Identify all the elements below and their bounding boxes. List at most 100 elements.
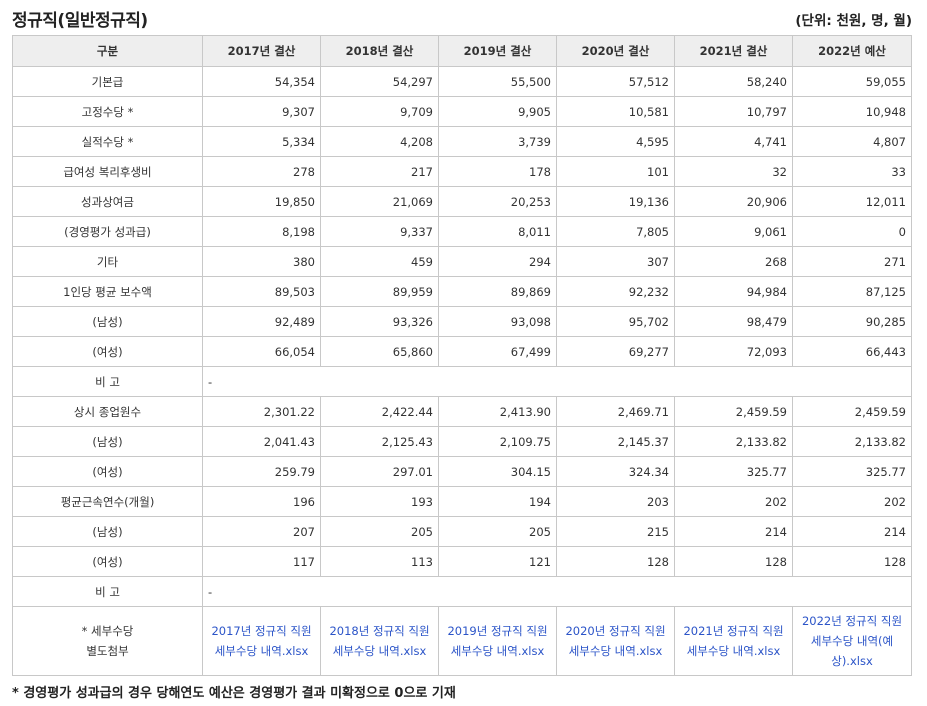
table-row: (경영평가 성과급) 8,198 9,337 8,011 7,805 9,061 0 (12, 216, 912, 247)
row-label: (남성) (12, 516, 203, 547)
table-cell: 92,232 (556, 276, 675, 307)
unit-label: (단위: 천원, 명, 월) (795, 13, 912, 29)
table-cell: 2,133.82 (674, 426, 793, 457)
table-cell: 59,055 (792, 66, 912, 97)
table-cell: 92,489 (202, 306, 321, 337)
table-cell: 101 (556, 156, 675, 187)
attachment-link-2022[interactable]: 2022년 정규직 직원 세부수당 내역(예상).xlsx (801, 614, 903, 668)
table-cell: 259.79 (202, 456, 321, 487)
table-cell: 325.77 (674, 456, 793, 487)
row-label: 상시 종업원수 (12, 396, 203, 427)
table-cell: 294 (438, 246, 557, 277)
remark-label: 비 고 (12, 576, 203, 607)
table-cell: 57,512 (556, 66, 675, 97)
table-cell: 217 (320, 156, 439, 187)
table-row: 실적수당 * 5,334 4,208 3,739 4,595 4,741 4,807 (12, 126, 912, 157)
table-cell: 2,422.44 (320, 396, 439, 427)
table-row: 기타 380 459 294 307 268 271 (12, 246, 912, 277)
attachment-link-2019[interactable]: 2019년 정규직 직원 세부수당 내역.xlsx (447, 624, 548, 658)
table-cell: 12,011 (792, 186, 912, 217)
table-cell: 87,125 (792, 276, 912, 307)
table-cell: 2,459.59 (674, 396, 793, 427)
table-cell: 278 (202, 156, 321, 187)
attachment-cell: 2019년 정규직 직원 세부수당 내역.xlsx (438, 606, 557, 676)
table-row: (남성) 207 205 205 215 214 214 (12, 516, 912, 547)
table-cell: 98,479 (674, 306, 793, 337)
table-cell: 10,581 (556, 96, 675, 127)
table-cell: 271 (792, 246, 912, 277)
attachment-cell: 2018년 정규직 직원 세부수당 내역.xlsx (320, 606, 439, 676)
table-cell: 2,145.37 (556, 426, 675, 457)
attachment-row: * 세부수당 별도첨부 2017년 정규직 직원 세부수당 내역.xlsx 2018년… (12, 606, 912, 676)
table-cell: 7,805 (556, 216, 675, 247)
header-2019: 2019년 결산 (438, 35, 557, 67)
table-cell: 207 (202, 516, 321, 547)
header-2018: 2018년 결산 (320, 35, 439, 67)
page-title: 정규직(일반정규직) (12, 11, 148, 31)
table-cell: 54,297 (320, 66, 439, 97)
table-cell: 2,133.82 (792, 426, 912, 457)
table-row: (여성) 117 113 121 128 128 128 (12, 546, 912, 577)
header-row: 구분 2017년 결산 2018년 결산 2019년 결산 2020년 결산 2… (12, 35, 912, 67)
attachment-cell: 2022년 정규직 직원 세부수당 내역(예상).xlsx (792, 606, 912, 676)
attachment-link-2017[interactable]: 2017년 정규직 직원 세부수당 내역.xlsx (211, 624, 312, 658)
table-cell: 8,198 (202, 216, 321, 247)
table-cell: 2,109.75 (438, 426, 557, 457)
table-cell: 205 (320, 516, 439, 547)
table-cell: 8,011 (438, 216, 557, 247)
table-cell: 4,807 (792, 126, 912, 157)
table-cell: 69,277 (556, 336, 675, 367)
row-label: 기타 (12, 246, 203, 277)
row-label: 1인당 평균 보수액 (12, 276, 203, 307)
attachment-label: * 세부수당 별도첨부 (12, 606, 203, 676)
table-cell: 9,337 (320, 216, 439, 247)
table-cell: 90,285 (792, 306, 912, 337)
table-cell: 2,125.43 (320, 426, 439, 457)
header-2021: 2021년 결산 (674, 35, 793, 67)
attachment-link-2018[interactable]: 2018년 정규직 직원 세부수당 내역.xlsx (329, 624, 430, 658)
table-cell: 297.01 (320, 456, 439, 487)
table-cell: 9,905 (438, 96, 557, 127)
table-cell: 196 (202, 486, 321, 517)
attachment-link-2020[interactable]: 2020년 정규직 직원 세부수당 내역.xlsx (565, 624, 666, 658)
table-cell: 128 (556, 546, 675, 577)
table-cell: 9,061 (674, 216, 793, 247)
row-label: (여성) (12, 546, 203, 577)
table-cell: 67,499 (438, 336, 557, 367)
row-label: 고정수당 * (12, 96, 203, 127)
table-cell: 58,240 (674, 66, 793, 97)
row-label: 기본급 (12, 66, 203, 97)
table-cell: 10,948 (792, 96, 912, 127)
table-cell: 55,500 (438, 66, 557, 97)
table-row: 평균근속연수(개월) 196 193 194 203 202 202 (12, 486, 912, 517)
table-cell: 128 (792, 546, 912, 577)
table-cell: 32 (674, 156, 793, 187)
table-cell: 33 (792, 156, 912, 187)
table-cell: 325.77 (792, 456, 912, 487)
attachment-link-2021[interactable]: 2021년 정규직 직원 세부수당 내역.xlsx (683, 624, 784, 658)
remark-value: - (202, 366, 912, 397)
remark-label: 비 고 (12, 366, 203, 397)
table-row: 급여성 복리후생비 278 217 178 101 32 33 (12, 156, 912, 187)
table-cell: 324.34 (556, 456, 675, 487)
table-row: (여성) 66,054 65,860 67,499 69,277 72,093 66,443 (12, 336, 912, 367)
table-cell: 9,709 (320, 96, 439, 127)
row-label: 실적수당 * (12, 126, 203, 157)
table-cell: 4,741 (674, 126, 793, 157)
row-label: (경영평가 성과급) (12, 216, 203, 247)
table-cell: 89,869 (438, 276, 557, 307)
table-cell: 95,702 (556, 306, 675, 337)
table-cell: 380 (202, 246, 321, 277)
table-cell: 121 (438, 546, 557, 577)
table-cell: 10,797 (674, 96, 793, 127)
table-cell: 203 (556, 486, 675, 517)
table-cell: 93,326 (320, 306, 439, 337)
table-cell: 268 (674, 246, 793, 277)
row-label: (남성) (12, 306, 203, 337)
table-cell: 194 (438, 486, 557, 517)
footnote: * 경영평가 성과급의 경우 당해연도 예산은 경영평가 결과 미확정으로 0으… (12, 686, 456, 701)
table-cell: 128 (674, 546, 793, 577)
table-row: 1인당 평균 보수액 89,503 89,959 89,869 92,232 94,984… (12, 276, 912, 307)
attachment-cell: 2020년 정규직 직원 세부수당 내역.xlsx (556, 606, 675, 676)
table-cell: 0 (792, 216, 912, 247)
